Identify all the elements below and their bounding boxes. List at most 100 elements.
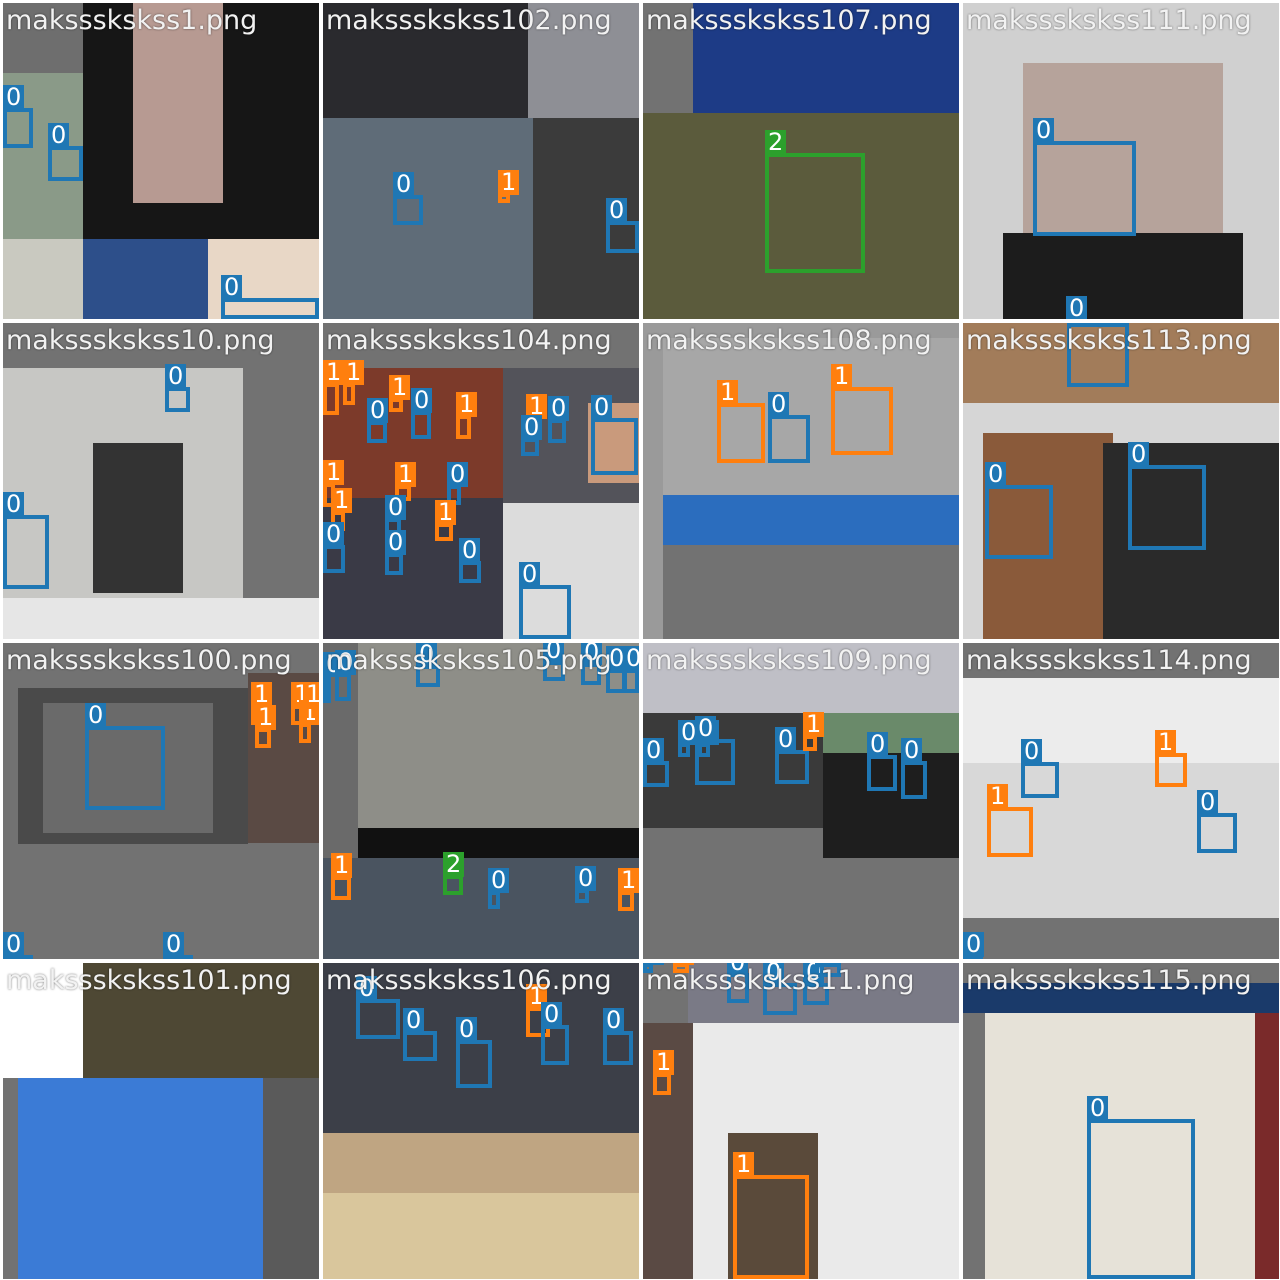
class-label: 1 <box>255 705 277 730</box>
class-label: 0 <box>985 462 1007 487</box>
mosaic-tile: 00000100makssskskss109.png <box>643 643 959 959</box>
class-label: 0 <box>367 398 389 423</box>
detection-box: 0 <box>519 562 571 639</box>
detection-box: 0 <box>521 415 543 456</box>
class-label: 1 <box>456 392 478 417</box>
class-label: 0 <box>695 716 717 741</box>
photo-region <box>3 598 319 639</box>
detection-box: 1 <box>255 705 277 748</box>
detection-box: 0 <box>323 522 345 573</box>
class-label: 0 <box>591 395 613 420</box>
detection-box: 0 <box>963 932 985 959</box>
photo-region <box>1255 1013 1279 1279</box>
tile-caption: makssskskss111.png <box>966 5 1252 36</box>
detection-box: 0 <box>541 1002 569 1065</box>
mosaic-tile: 2 makssskskss107.png <box>643 3 959 319</box>
photo-region <box>963 323 1279 403</box>
class-label: 1 <box>717 380 739 405</box>
class-label: 0 <box>1067 323 1089 325</box>
detection-box: 0 <box>165 364 190 412</box>
photo-region <box>663 495 959 545</box>
mosaic-tile: 0 1 1 1 1 1 0 0 makssskskss100.png <box>3 643 319 959</box>
class-label: 0 <box>385 530 407 555</box>
class-label: 2 <box>765 130 787 155</box>
detection-box: 0 <box>623 646 639 693</box>
detection-box: 0 <box>581 643 603 685</box>
detection-box: 0 <box>867 732 897 791</box>
photo-region <box>823 713 959 753</box>
photo-region <box>643 643 959 713</box>
photo-region <box>43 703 213 833</box>
detection-box: 0 <box>985 462 1053 559</box>
tile-caption: makssskskss10.png <box>6 325 275 356</box>
class-label: 0 <box>763 963 785 985</box>
class-label: 1 <box>803 712 825 737</box>
detection-box: 0 <box>163 932 193 959</box>
class-label: 0 <box>548 396 570 421</box>
mosaic-tile: 01000011makssskskss11.png <box>643 963 959 1279</box>
detection-box: 0 <box>1033 118 1136 236</box>
detection-box: 1 <box>653 1050 675 1095</box>
class-label: 1 <box>331 853 353 878</box>
detection-box: 0 <box>606 198 639 253</box>
detection-box: 0 <box>411 388 433 439</box>
class-label: 1 <box>303 682 319 707</box>
photo-region <box>93 443 183 593</box>
class-label: 1 <box>323 460 345 485</box>
class-label: 0 <box>727 963 749 975</box>
detection-box: 0 <box>1087 1096 1195 1279</box>
detection-box: 0 <box>416 643 440 687</box>
class-label: 0 <box>85 703 107 728</box>
detection-box: 1 <box>618 868 639 911</box>
detection-box: 0 <box>385 495 407 538</box>
class-label: 0 <box>335 650 357 675</box>
photo-region <box>985 1013 1255 1279</box>
class-label: 1 <box>331 488 353 513</box>
tile-caption: makssskskss11.png <box>646 965 915 996</box>
detection-box: 1 <box>1155 730 1187 787</box>
class-label: 0 <box>543 643 565 663</box>
class-label: 0 <box>411 388 433 413</box>
detection-box: 0 <box>763 963 797 1015</box>
mosaic-tile: 0 0 0 1 0 0 makssskskss106.png <box>323 963 639 1279</box>
class-label: 0 <box>867 732 889 757</box>
detection-box: 0 <box>1197 790 1237 853</box>
class-label: 0 <box>1197 790 1219 815</box>
detection-box: 0 <box>591 395 638 475</box>
class-label: 1 <box>1155 730 1177 755</box>
detection-box: 1 <box>456 392 478 439</box>
photo-region <box>323 118 533 319</box>
class-label: 0 <box>623 646 639 671</box>
class-label: 0 <box>963 932 985 957</box>
detection-box: 0 <box>367 398 389 443</box>
class-label: 0 <box>3 85 25 110</box>
class-label: 0 <box>541 1002 563 1027</box>
tile-caption: makssskskss105.png <box>326 645 612 676</box>
detection-box: 0 <box>335 650 357 701</box>
detection-box: 0 <box>48 123 83 181</box>
tile-caption: makssskskss100.png <box>6 645 292 676</box>
detection-box: 0 <box>643 963 665 973</box>
tile-caption: makssskskss1.png <box>6 5 258 36</box>
class-label: 0 <box>521 415 543 440</box>
mosaic-tile: 0 makssskskss115.png <box>963 963 1279 1279</box>
detection-box: 0 <box>775 727 809 784</box>
class-label: 1 <box>498 170 520 195</box>
class-label: 0 <box>416 643 438 667</box>
detection-box: 0 <box>3 492 49 589</box>
photo-region <box>643 3 693 113</box>
class-label: 1 <box>526 394 548 419</box>
photo-region <box>963 918 1279 959</box>
detection-box: 0 <box>459 538 481 583</box>
class-label: 1 <box>653 1050 675 1075</box>
class-label: 0 <box>1128 442 1150 467</box>
tile-caption: makssskskss107.png <box>646 5 932 36</box>
class-label: 0 <box>459 538 481 563</box>
detection-box: 1 <box>389 375 411 412</box>
tile-caption: makssskskss108.png <box>646 325 932 356</box>
class-label: 1 <box>389 375 411 400</box>
tile-caption: makssskskss102.png <box>326 5 612 36</box>
detection-box: 0 <box>727 963 749 1003</box>
detection-box: 0 <box>548 396 570 443</box>
class-label: 1 <box>618 868 639 893</box>
